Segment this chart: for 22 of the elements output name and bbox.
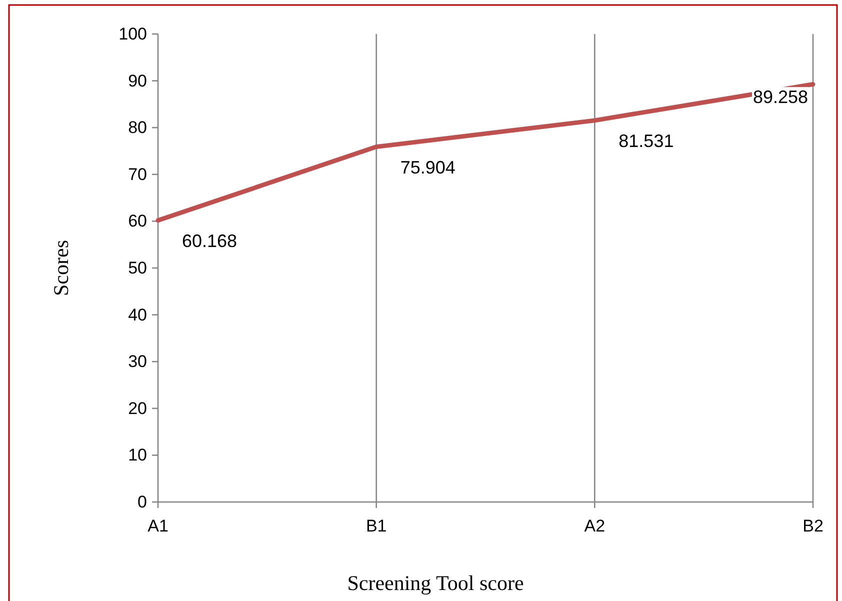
y-tick-label: 0 bbox=[138, 492, 147, 512]
x-axis-title: Screening Tool score bbox=[347, 571, 524, 595]
y-tick-label: 30 bbox=[128, 352, 147, 372]
y-tick-label: 40 bbox=[128, 305, 147, 324]
x-tick-label: B2 bbox=[802, 516, 824, 536]
y-tick-label: 100 bbox=[118, 24, 147, 44]
y-axis-title: Scores bbox=[49, 240, 73, 296]
data-label: 89.258 bbox=[753, 87, 808, 108]
y-tick-label: 20 bbox=[128, 398, 147, 418]
y-tick-label: 50 bbox=[128, 258, 147, 278]
y-tick-label: 70 bbox=[128, 164, 147, 184]
x-tick-label: A2 bbox=[584, 516, 606, 536]
data-label: 60.168 bbox=[182, 231, 238, 252]
data-label: 81.531 bbox=[618, 131, 674, 152]
y-tick-label: 10 bbox=[128, 446, 147, 465]
x-tick-label: B1 bbox=[366, 516, 387, 536]
line-series bbox=[156, 82, 816, 223]
x-tick-label: A1 bbox=[148, 516, 168, 536]
data-label: 75.904 bbox=[400, 158, 456, 178]
y-tick-label: 90 bbox=[128, 71, 147, 90]
y-tick-label: 80 bbox=[128, 118, 147, 138]
y-tick-label: 60 bbox=[128, 212, 147, 231]
